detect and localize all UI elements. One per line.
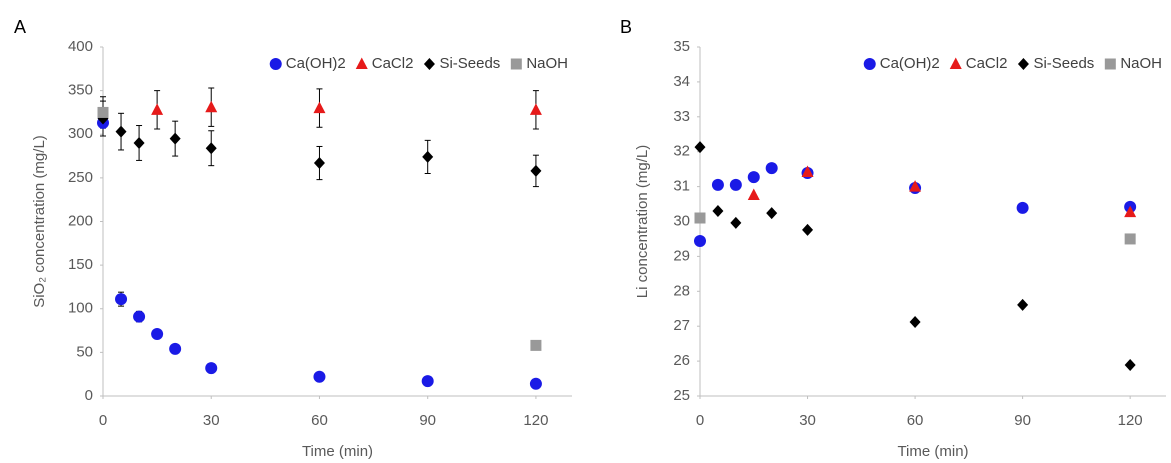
y-axis-title: Li concentration (mg/L) (634, 145, 651, 298)
data-point (133, 136, 145, 149)
data-point (115, 125, 127, 138)
x-axis-title: Time (min) (302, 443, 373, 460)
legend-label: NaOH (1120, 55, 1162, 72)
data-point (730, 216, 742, 229)
x-tick-label: 30 (799, 412, 816, 429)
data-point (802, 223, 814, 236)
x-tick-label: 0 (99, 412, 107, 429)
data-point (729, 178, 742, 191)
data-point (1016, 201, 1029, 214)
x-tick-label: 90 (419, 412, 436, 429)
legend-label: Si-Seeds (439, 55, 500, 72)
y-tick-label: 50 (76, 343, 93, 360)
legend-marker (355, 57, 368, 69)
data-point (205, 100, 218, 113)
y-tick-label: 32 (673, 143, 690, 160)
data-point (694, 141, 706, 154)
legend-marker (510, 58, 522, 70)
data-point (1124, 358, 1136, 371)
data-point (97, 106, 109, 118)
data-point (169, 132, 181, 145)
y-tick-label: 28 (673, 282, 690, 299)
legend: Ca(OH)2 CaCl2 Si-Seeds NaOH (863, 55, 1162, 72)
legend-marker (269, 58, 282, 70)
data-point (766, 207, 778, 220)
panel-label: B (620, 17, 632, 37)
x-tick-label: 90 (1014, 412, 1031, 429)
legend-label: Ca(OH)2 (880, 55, 940, 72)
legend-marker (1104, 58, 1116, 70)
data-point (115, 293, 128, 306)
legend-marker (423, 58, 435, 70)
data-point (313, 101, 326, 114)
y-tick-label: 34 (673, 73, 690, 90)
data-point (529, 377, 542, 390)
y-tick-label: 350 (68, 82, 93, 99)
legend-marker (1017, 58, 1029, 70)
y-tick-label: 35 (673, 38, 690, 55)
y-tick-label: 200 (68, 212, 93, 229)
x-tick-label: 60 (907, 412, 924, 429)
data-point (801, 165, 814, 177)
y-tick-label: 33 (673, 108, 690, 125)
y-tick-label: 26 (673, 352, 690, 369)
data-point (694, 235, 706, 248)
y-tick-label: 300 (68, 125, 93, 142)
y-tick-label: 31 (673, 178, 690, 195)
x-axis-title: Time (min) (897, 443, 968, 460)
data-point (909, 180, 922, 192)
data-point (313, 157, 325, 170)
data-point (169, 342, 182, 355)
data-point (530, 339, 542, 351)
data-point (133, 310, 146, 323)
x-tick-label: 0 (696, 412, 704, 429)
data-point (765, 162, 778, 175)
data-point (151, 328, 164, 341)
data-point (151, 103, 164, 115)
legend-marker (949, 57, 962, 69)
x-tick-label: 120 (523, 412, 548, 429)
data-point (422, 150, 434, 163)
data-point (530, 164, 542, 177)
data-point (421, 375, 434, 388)
y-tick-label: 100 (68, 300, 93, 317)
data-point (711, 178, 724, 191)
x-tick-label: 120 (1118, 412, 1143, 429)
data-point (313, 370, 326, 383)
y-tick-label: 27 (673, 317, 690, 334)
data-point (1124, 205, 1137, 218)
x-tick-label: 60 (311, 412, 328, 429)
x-tick-label: 30 (203, 412, 220, 429)
data-point (529, 103, 542, 115)
legend-label: Si-Seeds (1033, 55, 1094, 72)
data-point (712, 205, 724, 218)
data-point (205, 142, 217, 155)
legend-marker (863, 58, 876, 70)
panel-label: A (14, 17, 26, 37)
y-tick-label: 400 (68, 38, 93, 55)
data-point (909, 316, 921, 329)
data-point (1017, 298, 1029, 311)
y-tick-label: 25 (673, 387, 690, 404)
y-tick-label: 150 (68, 256, 93, 273)
y-tick-label: 29 (673, 247, 690, 264)
legend-label: NaOH (526, 55, 568, 72)
data-point (1124, 233, 1136, 245)
legend-label: Ca(OH)2 (286, 55, 346, 72)
legend-label: CaCl2 (966, 55, 1008, 72)
data-point (747, 171, 760, 184)
legend: Ca(OH)2 CaCl2 Si-Seeds NaOH (269, 55, 568, 72)
y-tick-label: 250 (68, 169, 93, 186)
data-point (205, 362, 218, 375)
data-point (747, 188, 760, 200)
data-point (694, 212, 706, 224)
y-axis-title: SiO₂ concentration (mg/L) (31, 135, 48, 308)
y-tick-label: 0 (85, 387, 93, 404)
y-tick-label: 30 (673, 212, 690, 229)
legend-label: CaCl2 (372, 55, 414, 72)
